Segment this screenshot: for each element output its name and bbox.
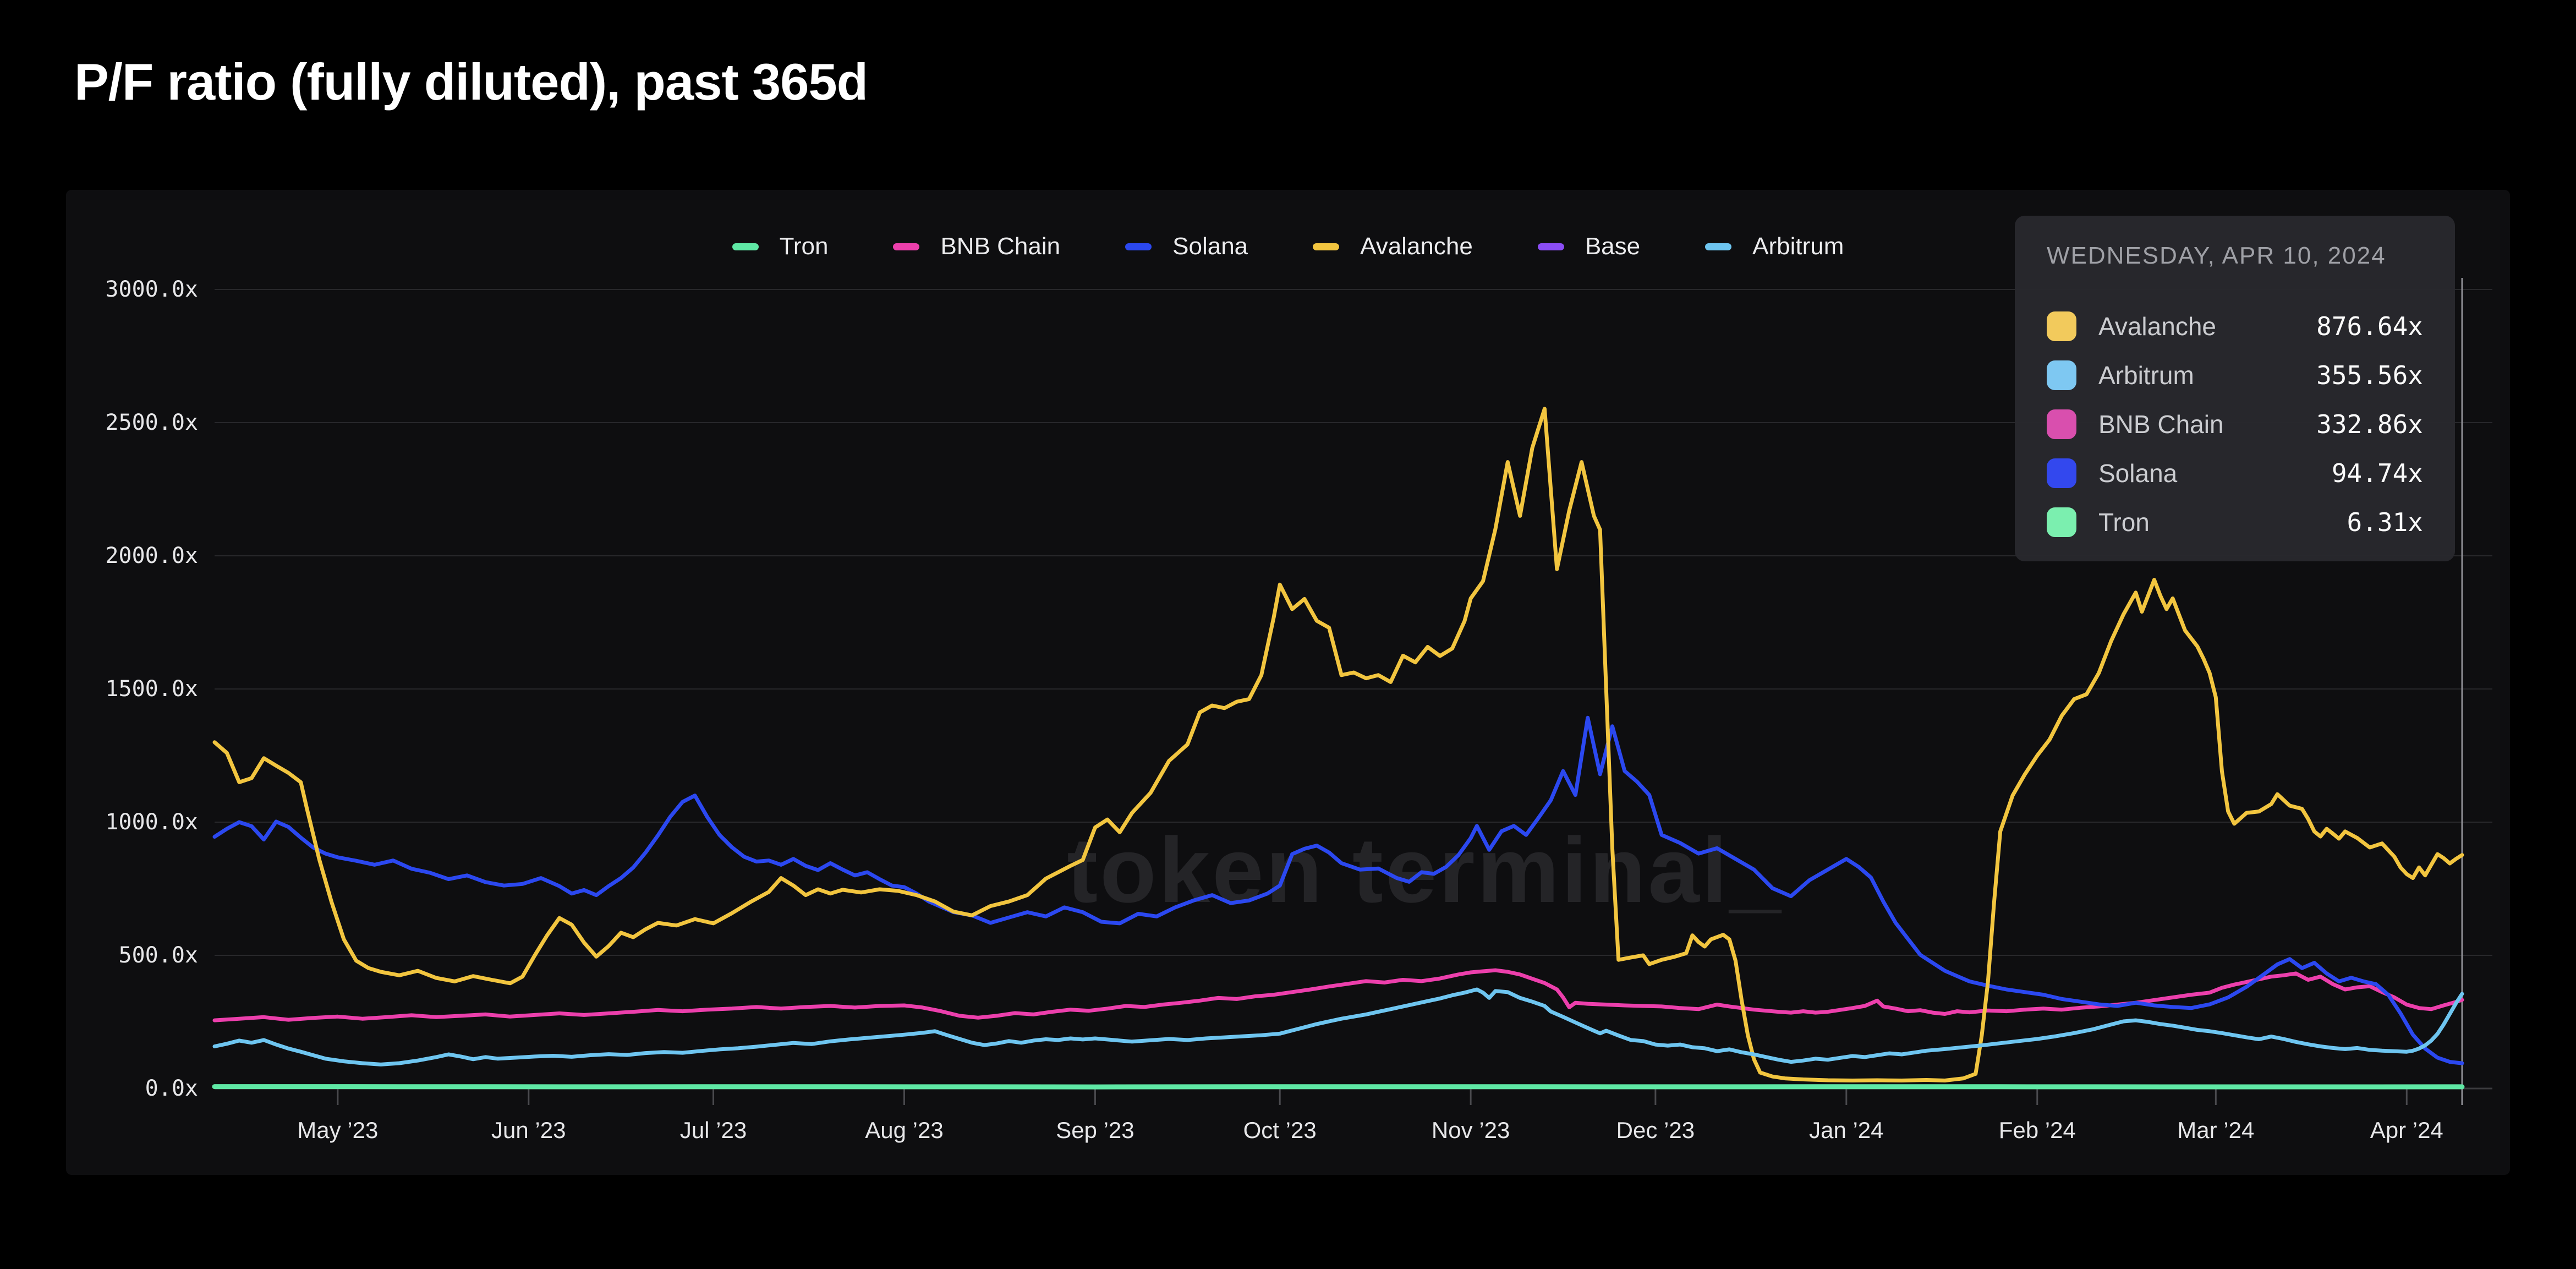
y-tick-label: 0.0x	[145, 1076, 198, 1101]
legend-swatch-icon	[1537, 243, 1564, 250]
legend-item-avalanche[interactable]: Avalanche	[1313, 233, 1473, 260]
legend-item-tron[interactable]: Tron	[732, 233, 829, 260]
legend-swatch-icon	[1125, 243, 1152, 250]
tooltip-rows: Avalanche 876.64x Arbitrum 355.56x BNB Chain…	[2047, 302, 2423, 546]
tooltip-swatch-icon	[2047, 507, 2076, 537]
tooltip-row: Arbitrum 355.56x	[2047, 351, 2423, 400]
tooltip-series-value: 332.86x	[2316, 409, 2423, 439]
x-tick-label: Aug ’23	[865, 1117, 944, 1143]
y-tick-label: 3000.0x	[105, 277, 198, 302]
legend-label: Avalanche	[1360, 233, 1473, 260]
legend-label: Arbitrum	[1752, 233, 1844, 260]
y-tick-label: 1500.0x	[105, 676, 198, 702]
x-tick-label: Mar ’24	[2177, 1117, 2255, 1143]
watermark: token terminal_	[1067, 818, 1783, 922]
legend-swatch-icon	[893, 243, 920, 250]
tooltip-swatch-icon	[2047, 311, 2076, 341]
legend-label: Tron	[779, 233, 829, 260]
legend-swatch-icon	[732, 243, 759, 250]
x-tick-label: Sep ’23	[1056, 1117, 1134, 1143]
tooltip-row: Avalanche 876.64x	[2047, 302, 2423, 351]
tooltip-series-value: 94.74x	[2331, 458, 2423, 488]
tooltip-series-name: Avalanche	[2098, 311, 2216, 341]
tooltip-series-name: Solana	[2098, 458, 2178, 488]
tooltip-series-value: 876.64x	[2316, 311, 2423, 341]
chart-tooltip: WEDNESDAY, APR 10, 2024 Avalanche 876.64x…	[2015, 216, 2455, 561]
legend-item-base[interactable]: Base	[1537, 233, 1641, 260]
y-tick-label: 500.0x	[118, 943, 199, 968]
x-tick-label: Dec ’23	[1616, 1117, 1695, 1143]
x-tick-label: Jul ’23	[679, 1117, 747, 1143]
tooltip-series-name: Tron	[2098, 507, 2150, 537]
tooltip-date: WEDNESDAY, APR 10, 2024	[2047, 242, 2386, 269]
tooltip-swatch-icon	[2047, 458, 2076, 488]
tooltip-swatch-icon	[2047, 409, 2076, 439]
tooltip-series-value: 355.56x	[2316, 360, 2423, 390]
legend-item-solana[interactable]: Solana	[1125, 233, 1248, 260]
y-tick-label: 2500.0x	[105, 410, 198, 435]
legend-swatch-icon	[1313, 243, 1340, 250]
tooltip-series-name: BNB Chain	[2098, 409, 2224, 439]
x-tick-label: Feb ’24	[1998, 1117, 2076, 1143]
tooltip-row: Tron 6.31x	[2047, 497, 2423, 546]
x-tick-label: Nov ’23	[1431, 1117, 1510, 1143]
tooltip-row: Solana 94.74x	[2047, 448, 2423, 497]
legend-item-arbitrum[interactable]: Arbitrum	[1705, 233, 1844, 260]
tooltip-row: BNB Chain 332.86x	[2047, 400, 2423, 448]
x-tick-label: Oct ’23	[1243, 1117, 1317, 1143]
y-tick-label: 1000.0x	[105, 809, 198, 835]
y-tick-label: 2000.0x	[105, 543, 198, 568]
legend-swatch-icon	[1705, 243, 1732, 250]
tooltip-swatch-icon	[2047, 360, 2076, 390]
x-tick-label: May ’23	[297, 1117, 379, 1143]
legend-item-bnb-chain[interactable]: BNB Chain	[893, 233, 1060, 260]
tooltip-series-name: Arbitrum	[2098, 360, 2194, 390]
chart-legend: Tron BNB Chain Solana Avalanche Base Arbitrum	[66, 233, 2510, 260]
legend-label: BNB Chain	[940, 233, 1061, 260]
legend-label: Base	[1585, 233, 1641, 260]
tooltip-series-value: 6.31x	[2347, 507, 2423, 537]
x-tick-label: Jan ’24	[1809, 1117, 1884, 1143]
page-title: P/F ratio (fully diluted), past 365d	[74, 53, 868, 111]
x-tick-label: Jun ’23	[491, 1117, 566, 1143]
x-tick-label: Apr ’24	[2370, 1117, 2443, 1143]
legend-label: Solana	[1172, 233, 1248, 260]
